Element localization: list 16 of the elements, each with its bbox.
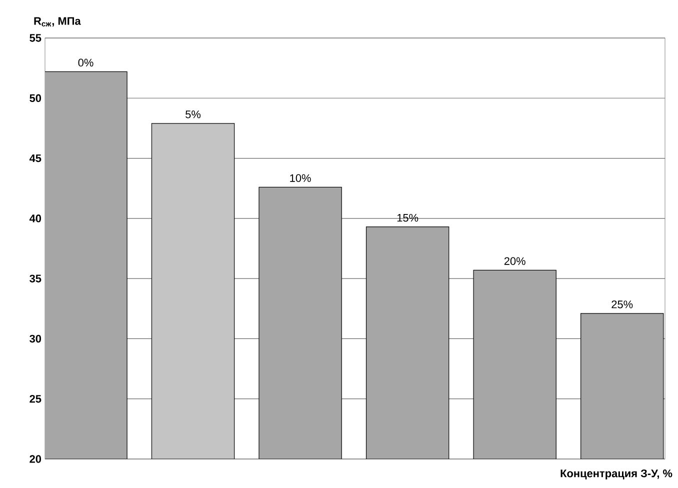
y-tick-label: 50	[30, 94, 42, 102]
x-tick-label: 0%	[78, 58, 94, 66]
x-tick-label: 20%	[504, 257, 526, 265]
x-tick-label: 15%	[397, 214, 418, 222]
x-tick-label: 10%	[290, 174, 311, 182]
x-tick-label: 25%	[612, 300, 633, 308]
y-axis-title: R$_{сж}$, МПа	[34, 17, 81, 26]
y-tick-label: 45	[29, 154, 42, 162]
y-tick-label: 35	[30, 274, 42, 282]
y-tick-label: 20	[30, 455, 42, 463]
y-tick-label: 40	[29, 214, 42, 222]
y-tick-label: 30	[30, 334, 42, 343]
y-tick-label: 25	[30, 394, 42, 403]
x-axis-title: Концентрация З-У, %	[560, 470, 672, 480]
y-tick-label: 55	[30, 34, 42, 42]
x-tick-label: 5%	[186, 110, 201, 118]
